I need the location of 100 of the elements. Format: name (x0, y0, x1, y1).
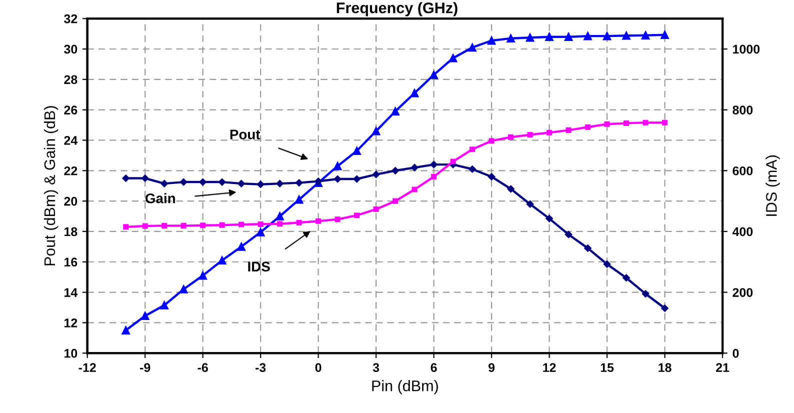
point (122, 326, 130, 334)
x-axis-title: Pin (dBm) (372, 380, 438, 394)
x-tick-label: -9 (140, 363, 150, 372)
x-tick-label: 9 (488, 363, 495, 372)
point (604, 121, 610, 127)
point (546, 214, 553, 222)
point (431, 174, 437, 180)
y2-tick-label: 600 (732, 166, 753, 176)
point (662, 120, 668, 126)
annotation: IDS (248, 262, 270, 272)
point (256, 180, 264, 188)
point (642, 290, 650, 298)
y-tick-label: 32 (64, 14, 78, 24)
point (160, 301, 168, 310)
point (333, 162, 342, 170)
point (448, 54, 458, 62)
x-tick-label: -3 (256, 363, 266, 372)
chart-title: Frequency (GHz) (336, 2, 458, 16)
point (372, 170, 380, 178)
point (392, 198, 398, 204)
point (123, 224, 129, 230)
point (660, 30, 669, 40)
point (276, 180, 284, 188)
y2-tick-label: 200 (732, 288, 753, 297)
point (180, 178, 188, 186)
point (603, 260, 611, 268)
x-tick-label: 0 (315, 363, 322, 372)
point (641, 31, 650, 40)
y-tick-label: 28 (64, 75, 78, 84)
point (295, 179, 303, 186)
point (160, 180, 168, 188)
point (180, 222, 186, 228)
point (506, 34, 515, 43)
point (450, 158, 456, 164)
point (179, 285, 188, 294)
point (507, 185, 514, 193)
x-tick-label: 18 (658, 363, 672, 372)
y-tick-label: 24 (64, 136, 78, 145)
point (218, 256, 226, 265)
x-tick-label: 21 (716, 363, 730, 372)
annotation: Gain (146, 193, 175, 204)
point (277, 221, 283, 227)
x-tick-label: 15 (600, 363, 614, 372)
point (237, 242, 246, 251)
y-tick-label: 22 (64, 166, 78, 176)
point (256, 228, 265, 236)
point (412, 186, 418, 192)
point (334, 175, 342, 183)
point (276, 212, 284, 220)
point (546, 130, 552, 136)
point (140, 312, 150, 320)
point (470, 146, 476, 152)
point (564, 230, 572, 238)
y2-axis-title: IDS (mA) (766, 155, 780, 216)
point (392, 167, 399, 174)
point (508, 134, 514, 140)
y-tick-label: 30 (64, 44, 78, 54)
point (316, 218, 322, 224)
point (488, 173, 496, 180)
point (564, 32, 573, 41)
point (487, 36, 496, 45)
x-tick-label: 6 (430, 363, 437, 372)
point (545, 32, 554, 41)
point (334, 216, 340, 222)
x-tick-label: 3 (372, 363, 380, 372)
point (199, 178, 206, 186)
annotation: Pout (230, 130, 260, 140)
point (198, 271, 207, 280)
y-tick-label: 26 (64, 106, 78, 114)
point (238, 222, 244, 228)
point (141, 174, 149, 182)
point (488, 138, 494, 144)
point (430, 70, 438, 80)
y-tick-label: 18 (64, 227, 78, 236)
y-tick-label: 10 (64, 348, 78, 358)
point (353, 175, 360, 183)
y-tick-label: 12 (64, 318, 78, 328)
point (238, 180, 245, 188)
point (218, 178, 226, 186)
point (566, 127, 572, 133)
x-tick-label: -6 (198, 363, 208, 372)
point (584, 244, 592, 252)
point (296, 220, 302, 226)
point (373, 206, 379, 212)
point (526, 33, 534, 42)
point (200, 222, 206, 228)
point (122, 174, 130, 182)
point (585, 124, 591, 130)
x-tick-label: -12 (78, 363, 96, 372)
point (468, 43, 476, 52)
point (430, 160, 438, 168)
y2-tick-label: 1000 (733, 44, 760, 54)
point (642, 120, 648, 126)
point (352, 146, 361, 156)
point (622, 31, 630, 40)
point (294, 195, 304, 204)
point (410, 88, 419, 98)
point (372, 126, 380, 136)
x-tick-label: 12 (543, 363, 556, 372)
y-tick-label: 16 (64, 258, 78, 267)
